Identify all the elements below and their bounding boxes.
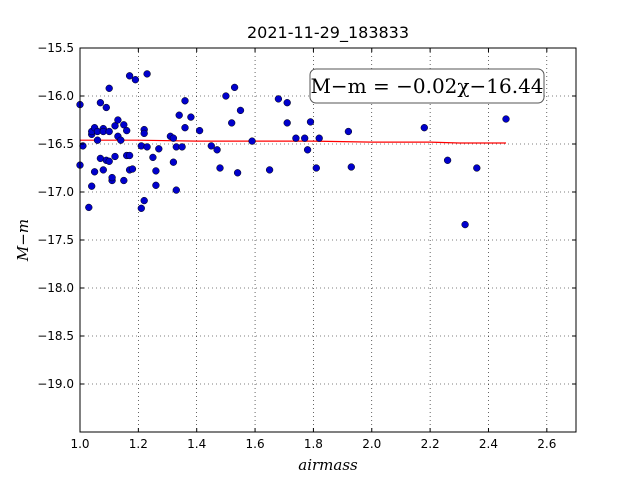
data-point — [347, 163, 355, 171]
data-point — [228, 119, 236, 127]
x-tick-label: 1.0 — [70, 437, 89, 451]
data-point — [178, 143, 186, 151]
data-point — [88, 182, 96, 190]
data-point — [502, 115, 510, 123]
data-point — [120, 121, 128, 129]
x-tick-label: 2.4 — [479, 437, 498, 451]
data-point — [105, 127, 113, 136]
data-point — [105, 157, 113, 165]
data-point — [344, 127, 353, 136]
data-point — [222, 92, 230, 100]
data-point — [120, 176, 128, 185]
y-axis-label: M−m — [14, 219, 32, 262]
y-tick-label: −17.5 — [37, 233, 74, 247]
data-point — [125, 151, 134, 160]
x-tick-label: 1.6 — [246, 437, 265, 451]
y-tick-label: −15.5 — [37, 41, 74, 55]
data-point — [125, 72, 134, 80]
data-point — [207, 142, 215, 150]
data-point — [248, 137, 256, 145]
data-point — [93, 136, 102, 144]
data-point — [283, 119, 291, 127]
data-point — [195, 126, 204, 135]
fit-annotation: M−m = −0.02χ−16.44 — [309, 68, 545, 104]
data-point — [169, 158, 178, 166]
data-point — [236, 106, 245, 115]
y-tick-label: −18.5 — [37, 329, 74, 343]
data-point — [140, 129, 148, 138]
data-point — [265, 166, 274, 174]
data-point — [233, 169, 242, 177]
data-point — [102, 103, 110, 112]
data-point — [213, 146, 221, 154]
data-point — [108, 173, 116, 182]
data-point — [420, 124, 428, 132]
data-point — [96, 99, 105, 107]
data-point — [181, 97, 189, 105]
x-tick-label: 2.6 — [537, 437, 556, 451]
data-point — [152, 167, 160, 175]
y-tick-label: −18.0 — [37, 281, 74, 295]
data-point — [123, 126, 131, 135]
data-point — [181, 124, 189, 132]
data-point — [172, 186, 180, 194]
data-point — [473, 164, 481, 172]
data-point — [143, 70, 151, 78]
data-point — [105, 84, 113, 92]
data-point — [461, 220, 469, 229]
data-point — [292, 134, 300, 142]
x-tick-label: 1.2 — [129, 437, 148, 451]
data-point — [283, 99, 291, 107]
data-point — [216, 164, 224, 172]
data-point — [140, 196, 148, 205]
data-point — [312, 164, 320, 172]
y-tick-label: −16.0 — [37, 89, 74, 103]
data-point — [155, 145, 163, 153]
data-point — [152, 181, 160, 189]
axis-ticks: 1.0 1.2 1.4 1.6 1.8 2.0 2.2 2.4 2.6 −15.5 −16.0 −16… — [37, 41, 576, 451]
data-point — [99, 166, 107, 174]
data-point — [230, 83, 239, 92]
data-point — [149, 153, 157, 162]
grid-lines — [79, 47, 576, 432]
data-point — [85, 203, 93, 212]
x-tick-label: 1.8 — [304, 437, 323, 451]
data-point — [306, 118, 315, 126]
y-tick-label: −19.0 — [37, 377, 74, 391]
annotation-box — [309, 68, 545, 104]
data-point — [137, 204, 145, 212]
fit-line-layer — [80, 139, 506, 144]
data-point — [111, 122, 119, 130]
data-point — [131, 76, 140, 84]
data-points-layer — [76, 70, 510, 229]
data-point — [90, 168, 99, 176]
annotation-text: M−m = −0.02χ−16.44 — [310, 74, 543, 98]
data-point — [274, 95, 283, 103]
data-point — [111, 152, 119, 161]
x-tick-label: 1.4 — [187, 437, 206, 451]
data-point — [315, 134, 323, 142]
data-point — [169, 134, 178, 142]
y-tick-label: −17.0 — [37, 185, 74, 199]
data-point — [443, 156, 452, 164]
data-point — [301, 134, 309, 142]
data-point — [187, 113, 195, 121]
data-point — [303, 146, 312, 154]
fit-line — [80, 139, 506, 144]
x-axis-label: airmass — [298, 456, 358, 474]
x-tick-label: 2.2 — [421, 437, 440, 451]
chart-title: 2021-11-29_183833 — [247, 23, 409, 43]
data-point — [117, 136, 125, 144]
data-point — [114, 116, 122, 124]
data-point — [143, 143, 151, 151]
data-point — [128, 165, 137, 173]
y-tick-label: −16.5 — [37, 137, 74, 151]
x-tick-label: 2.0 — [362, 437, 381, 451]
data-point — [175, 111, 183, 119]
